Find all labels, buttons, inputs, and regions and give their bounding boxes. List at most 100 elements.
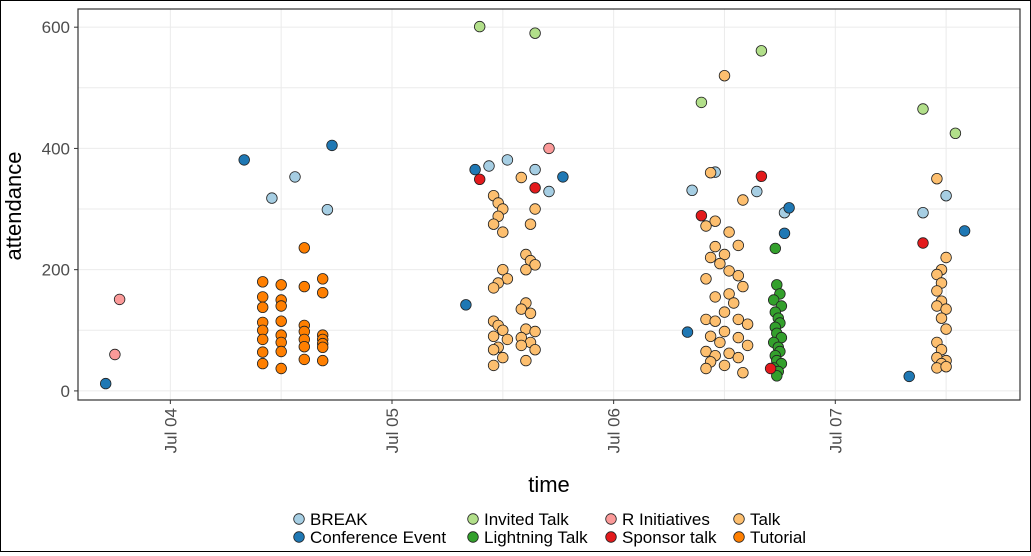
panel-border — [77, 8, 1021, 401]
data-point: Conference Event: 12 — [99, 377, 112, 390]
data-point: Talk: 275 — [487, 218, 500, 230]
data-point: Conference Event: 142 — [460, 299, 472, 311]
data-point: Tutorial: 72 — [317, 341, 329, 354]
data-point: Talk: 165 — [931, 285, 943, 297]
data-point: Tutorial: 138 — [257, 301, 269, 314]
x-axis-title: time — [528, 472, 570, 497]
data-point: Tutorial: 115 — [275, 315, 287, 327]
legend-label: BREAK — [310, 510, 368, 529]
data-point: Talk: 102 — [940, 323, 952, 335]
data-point: BREAK: 329 — [543, 185, 555, 198]
legend-key — [293, 513, 305, 525]
data-point: Talk: 225 — [718, 248, 731, 261]
data-point: Talk: 118 — [700, 313, 712, 326]
data-point: Tutorial: 172 — [298, 280, 311, 293]
data-point: BREAK: 331 — [686, 184, 698, 197]
data-point: Conference Event: 381 — [238, 154, 250, 166]
data-point: Tutorial: 185 — [317, 273, 329, 285]
data-point: Tutorial: 155 — [257, 291, 269, 303]
data-point: Talk: 55 — [732, 351, 745, 364]
data-point: Talk: 208 — [529, 259, 541, 271]
data-point: Invited Talk: 601 — [474, 20, 486, 33]
data-point: Tutorial: 50 — [317, 354, 329, 367]
data-point: Talk: 135 — [940, 303, 952, 315]
data-point: Talk: 40 — [940, 361, 952, 373]
data-point: Talk: 75 — [741, 339, 754, 352]
legend-key — [605, 531, 617, 543]
data-point: Lightning Talk: 235 — [769, 242, 782, 255]
data-point: Talk: 68 — [487, 344, 500, 356]
data-point: BREAK: 353 — [289, 171, 301, 183]
data-point: Talk: 350 — [931, 172, 943, 185]
data-point: Talk: 185 — [700, 273, 712, 285]
data-point: Talk: 42 — [487, 359, 500, 372]
data-point: Talk: 155 — [709, 291, 721, 303]
data-point: Talk: 275 — [524, 218, 537, 230]
data-point: BREAK: 381 — [501, 154, 514, 166]
data-point: Talk: 185 — [501, 273, 514, 285]
data-point: Talk: 262 — [723, 226, 735, 238]
data-point: BREAK: 318 — [266, 192, 278, 204]
data-point: Talk: 90 — [704, 330, 717, 343]
data-point: Talk: 300 — [529, 203, 541, 215]
data-point: Talk: 238 — [709, 240, 721, 253]
data-point: Sponsor talk: 354 — [755, 170, 768, 183]
data-point: Tutorial: 37 — [275, 362, 287, 375]
data-point: Talk: 118 — [732, 313, 745, 326]
data-point: Conference Event: 365 — [469, 163, 481, 176]
data-point: Talk: 68 — [529, 344, 541, 356]
data-point: BREAK: 294 — [917, 206, 929, 219]
data-point: Sponsor talk: 37 — [764, 362, 777, 375]
legend-label: Lightning Talk — [484, 528, 588, 547]
data-point: Talk: 115 — [709, 315, 721, 327]
y-tick-label: 600 — [42, 18, 70, 37]
data-point: Talk: 200 — [497, 264, 509, 276]
data-point: Talk: 315 — [737, 194, 749, 206]
data-point: Conference Event: 24 — [903, 370, 915, 383]
grid-layer — [78, 9, 1020, 400]
data-point: Tutorial: 140 — [275, 300, 287, 312]
data-point: BREAK: 299 — [321, 203, 334, 216]
data-point: Talk: 135 — [515, 303, 528, 315]
legend-key — [293, 531, 305, 543]
data-point: Talk: 85 — [501, 333, 514, 346]
data-point: Talk: 128 — [524, 307, 537, 320]
data-point: Talk: 145 — [728, 297, 740, 309]
legend-label: Conference Event — [310, 528, 446, 547]
data-point: Tutorial: 73 — [298, 341, 311, 353]
data-point: Talk: 62 — [723, 347, 735, 360]
data-point: R Initiatives: 151 — [113, 293, 126, 306]
data-point: Talk: 170 — [487, 282, 500, 294]
data-point: Tutorial: 175 — [275, 279, 287, 291]
data-point: Sponsor talk: 335 — [529, 182, 541, 194]
y-tick-label: 400 — [42, 139, 70, 158]
data-point: Tutorial: 180 — [257, 276, 269, 288]
data-point: Talk: 80 — [714, 336, 726, 349]
data-point: Talk: 272 — [700, 220, 712, 232]
data-point: R Initiatives: 60 — [109, 348, 121, 361]
data-point: Talk: 98 — [529, 325, 541, 338]
data-point: Tutorial: 236 — [298, 242, 311, 254]
data-point: Tutorial: 85 — [257, 333, 269, 346]
legend-label: R Initiatives — [622, 510, 710, 529]
data-point: Talk: 262 — [497, 226, 509, 238]
y-tick-label: 200 — [42, 261, 70, 280]
data-point: R Initiatives: 400 — [543, 142, 555, 155]
data-point: Talk: 30 — [737, 367, 749, 379]
data-point: Tutorial: 162 — [317, 287, 329, 299]
data-point: Talk: 42 — [718, 359, 731, 372]
legend-key — [467, 513, 479, 525]
data-point: Sponsor talk: 289 — [695, 209, 708, 222]
data-point: Talk: 280 — [709, 215, 721, 227]
legend-key — [605, 513, 617, 525]
legend-key — [733, 513, 745, 525]
x-tick-label: Jul 06 — [605, 408, 624, 453]
data-point: Talk: 190 — [732, 270, 745, 282]
ticks-layer: 0 200 400 600 Jul 04 Jul 05 Jul 06 Jul 07 — [42, 18, 846, 453]
data-point: Conference Event: 97 — [681, 326, 694, 338]
data-point: Talk: 37 — [700, 362, 712, 375]
legend-label: Tutorial — [750, 528, 806, 547]
data-point: Talk: 65 — [700, 345, 712, 358]
data-point: BREAK: 365 — [529, 163, 541, 176]
